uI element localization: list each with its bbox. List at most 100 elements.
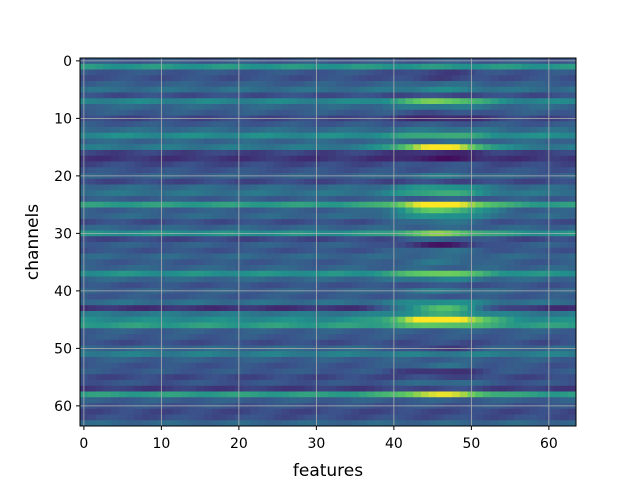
heatmap-cell (281, 242, 290, 249)
heatmap-cell (304, 86, 313, 93)
heatmap-cell (134, 201, 143, 208)
heatmap-cell (374, 328, 383, 335)
heatmap-cell (219, 81, 228, 88)
heatmap-cell (188, 385, 197, 392)
heatmap-cell (436, 150, 445, 157)
heatmap-cell (359, 213, 368, 220)
heatmap-cell (459, 397, 468, 404)
heatmap-cell (180, 247, 189, 254)
heatmap-cell (173, 293, 182, 300)
heatmap-cell (413, 316, 422, 323)
heatmap-cell (250, 242, 259, 249)
heatmap-cell (103, 276, 112, 283)
heatmap-cell (320, 408, 329, 415)
heatmap-cell (560, 397, 569, 404)
heatmap-cell (180, 339, 189, 346)
heatmap-cell (397, 207, 406, 214)
heatmap-cell (258, 201, 267, 208)
heatmap-cell (111, 138, 120, 145)
heatmap-cell (219, 385, 228, 392)
heatmap-cell (405, 92, 414, 99)
heatmap-cell (103, 282, 112, 289)
heatmap-cell (250, 322, 259, 329)
heatmap-cell (359, 282, 368, 289)
heatmap-cell (343, 138, 352, 145)
heatmap-cell (328, 362, 337, 369)
heatmap-cell (304, 282, 313, 289)
heatmap-cell (211, 127, 220, 134)
heatmap-cell (320, 242, 329, 249)
heatmap-cell (351, 63, 360, 70)
heatmap-cell (188, 81, 197, 88)
heatmap-cell (397, 270, 406, 277)
heatmap-cell (529, 374, 538, 381)
heatmap-cell (475, 161, 484, 168)
heatmap-cell (266, 334, 275, 341)
heatmap-cell (521, 334, 530, 341)
heatmap-cell (165, 368, 174, 375)
heatmap-cell (204, 385, 213, 392)
heatmap-cell (405, 69, 414, 76)
heatmap-cell (490, 190, 499, 197)
heatmap-cell (521, 63, 530, 70)
heatmap-cell (397, 109, 406, 116)
heatmap-cell (552, 339, 561, 346)
heatmap-cell (149, 184, 158, 191)
heatmap-cell (568, 190, 577, 197)
heatmap-cell (149, 138, 158, 145)
heatmap-cell (142, 420, 151, 427)
heatmap-cell (452, 270, 461, 277)
heatmap-cell (514, 207, 523, 214)
heatmap-cell (506, 385, 515, 392)
heatmap-cell (165, 219, 174, 226)
heatmap-cell (506, 270, 515, 277)
heatmap-cell (521, 414, 530, 421)
heatmap-cell (413, 196, 422, 203)
heatmap-cell (436, 316, 445, 323)
heatmap-cell (134, 69, 143, 76)
heatmap-cell (242, 299, 251, 306)
heatmap-cell (196, 368, 205, 375)
heatmap-cell (498, 334, 507, 341)
heatmap-cell (475, 150, 484, 157)
heatmap-cell (149, 81, 158, 88)
heatmap-cell (211, 293, 220, 300)
heatmap-cell (397, 374, 406, 381)
heatmap-cell (498, 357, 507, 364)
heatmap-cell (165, 293, 174, 300)
heatmap-cell (266, 127, 275, 134)
heatmap-cell (304, 109, 313, 116)
heatmap-cell (142, 362, 151, 369)
heatmap-cell (211, 380, 220, 387)
heatmap-cell (382, 305, 391, 312)
heatmap-cell (118, 322, 127, 329)
heatmap-cell (483, 167, 492, 174)
heatmap-cell (436, 224, 445, 231)
heatmap-cell (397, 293, 406, 300)
heatmap-cell (444, 201, 453, 208)
heatmap-cell (397, 155, 406, 162)
heatmap-cell (304, 201, 313, 208)
heatmap-cell (428, 69, 437, 76)
heatmap-cell (142, 81, 151, 88)
heatmap-cell (250, 247, 259, 254)
heatmap-cell (320, 161, 329, 168)
heatmap-cell (498, 201, 507, 208)
heatmap-cell (188, 109, 197, 116)
heatmap-cell (250, 265, 259, 272)
heatmap-cell (413, 305, 422, 312)
heatmap-cell (103, 270, 112, 277)
heatmap-cell (173, 121, 182, 128)
heatmap-cell (103, 63, 112, 70)
heatmap-cell (343, 184, 352, 191)
heatmap-cell (568, 144, 577, 151)
heatmap-cell (165, 138, 174, 145)
heatmap-cell (335, 265, 344, 272)
heatmap-cell (134, 253, 143, 260)
heatmap-cell (452, 322, 461, 329)
heatmap-cell (397, 178, 406, 185)
heatmap-cell (459, 374, 468, 381)
heatmap-cell (560, 265, 569, 272)
heatmap-cell (273, 282, 282, 289)
heatmap-cell (204, 236, 213, 243)
